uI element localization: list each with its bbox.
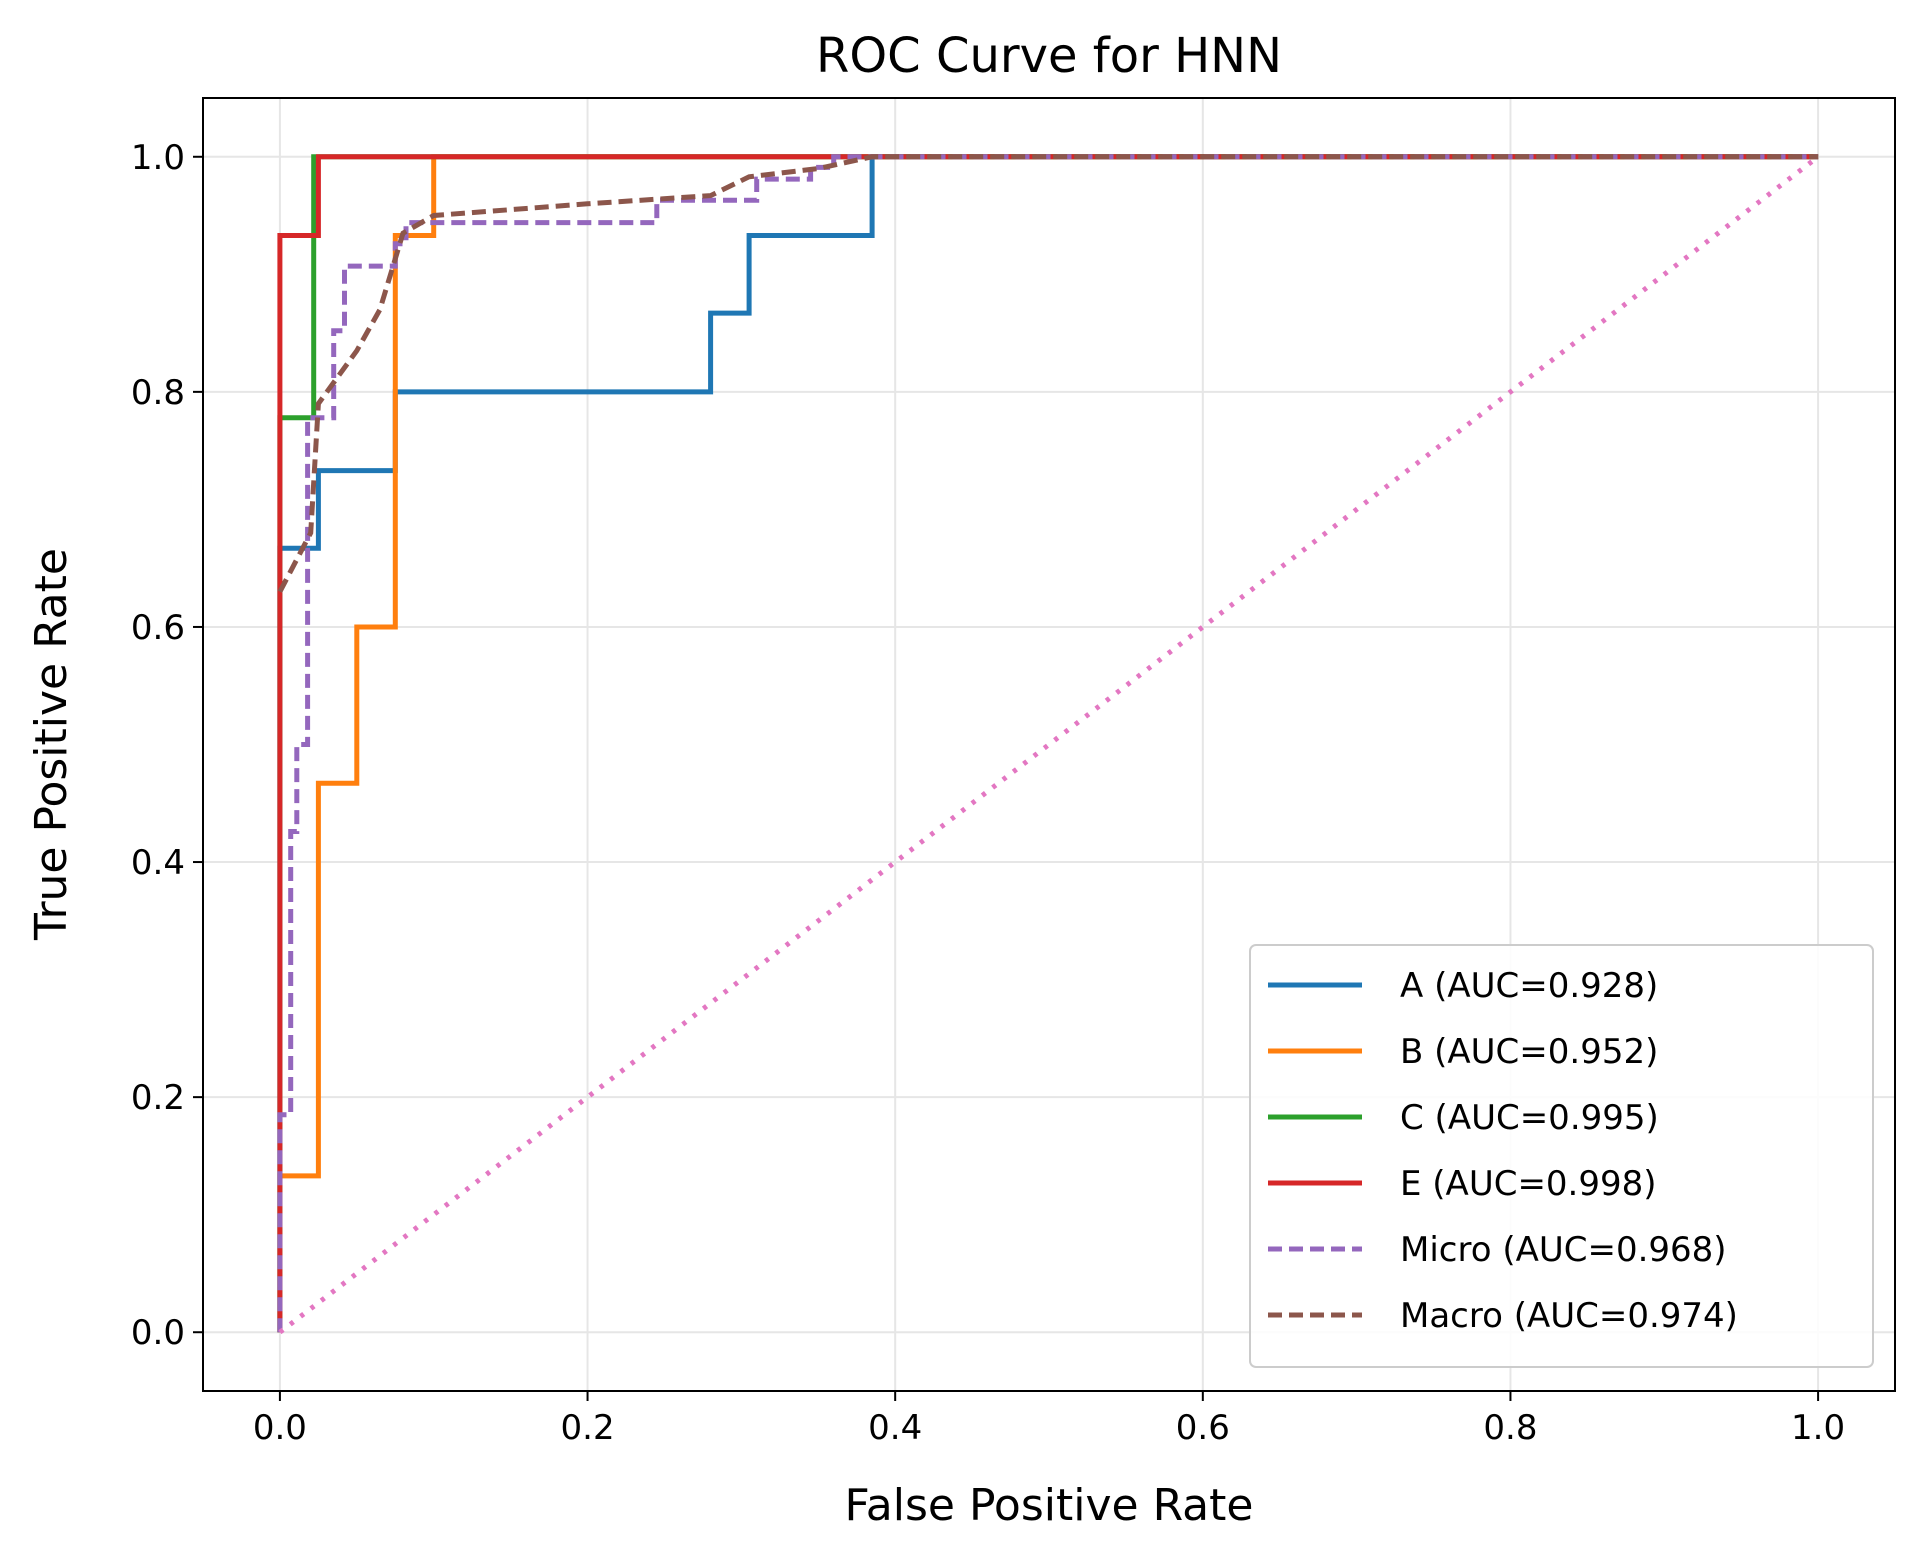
y-tick-label: 0.4 xyxy=(131,843,185,883)
series-line-5 xyxy=(277,154,1819,593)
legend: A (AUC=0.928) B (AUC=0.952) C (AUC=0.995) E… xyxy=(1249,944,1874,1368)
legend-label: E (AUC=0.998) xyxy=(1400,1164,1657,1204)
x-tick-label: 0.0 xyxy=(253,1408,307,1448)
x-tick-label: 0.6 xyxy=(1176,1408,1230,1448)
x-tick-label: 0.8 xyxy=(1483,1408,1537,1448)
y-axis-ticks: 0.0 0.2 0.4 0.6 0.8 1.0 xyxy=(131,138,203,1353)
legend-label: B (AUC=0.952) xyxy=(1400,1032,1658,1072)
series-line-3 xyxy=(277,154,1819,1333)
legend-label: A (AUC=0.928) xyxy=(1400,966,1658,1006)
x-tick-label: 0.4 xyxy=(868,1408,922,1448)
legend-label: Micro (AUC=0.968) xyxy=(1400,1230,1727,1270)
legend-label: Macro (AUC=0.974) xyxy=(1400,1296,1738,1336)
x-axis-ticks: 0.0 0.2 0.4 0.6 0.8 1.0 xyxy=(253,1391,1845,1448)
x-axis-label: False Positive Rate xyxy=(845,1480,1254,1531)
x-tick-label: 1.0 xyxy=(1791,1408,1845,1448)
y-tick-label: 0.2 xyxy=(131,1078,185,1118)
grid xyxy=(203,98,1895,1391)
y-tick-label: 1.0 xyxy=(131,138,185,178)
y-tick-label: 0.6 xyxy=(131,608,185,648)
chart-title: ROC Curve for HNN xyxy=(816,28,1282,84)
series-line-1 xyxy=(277,154,1819,1333)
plot-frame xyxy=(202,97,1896,1392)
legend-box xyxy=(1249,944,1874,1368)
y-tick-label: 0.8 xyxy=(131,373,185,413)
legend-label: C (AUC=0.995) xyxy=(1400,1098,1659,1138)
series-line-4 xyxy=(277,154,1819,1333)
y-axis-label: True Positive Rate xyxy=(26,548,77,941)
series-line-6 xyxy=(278,154,1820,1335)
plot-series xyxy=(277,154,1820,1335)
x-tick-label: 0.2 xyxy=(561,1408,615,1448)
y-tick-label: 0.0 xyxy=(131,1313,185,1353)
series-line-0 xyxy=(277,154,1819,1333)
